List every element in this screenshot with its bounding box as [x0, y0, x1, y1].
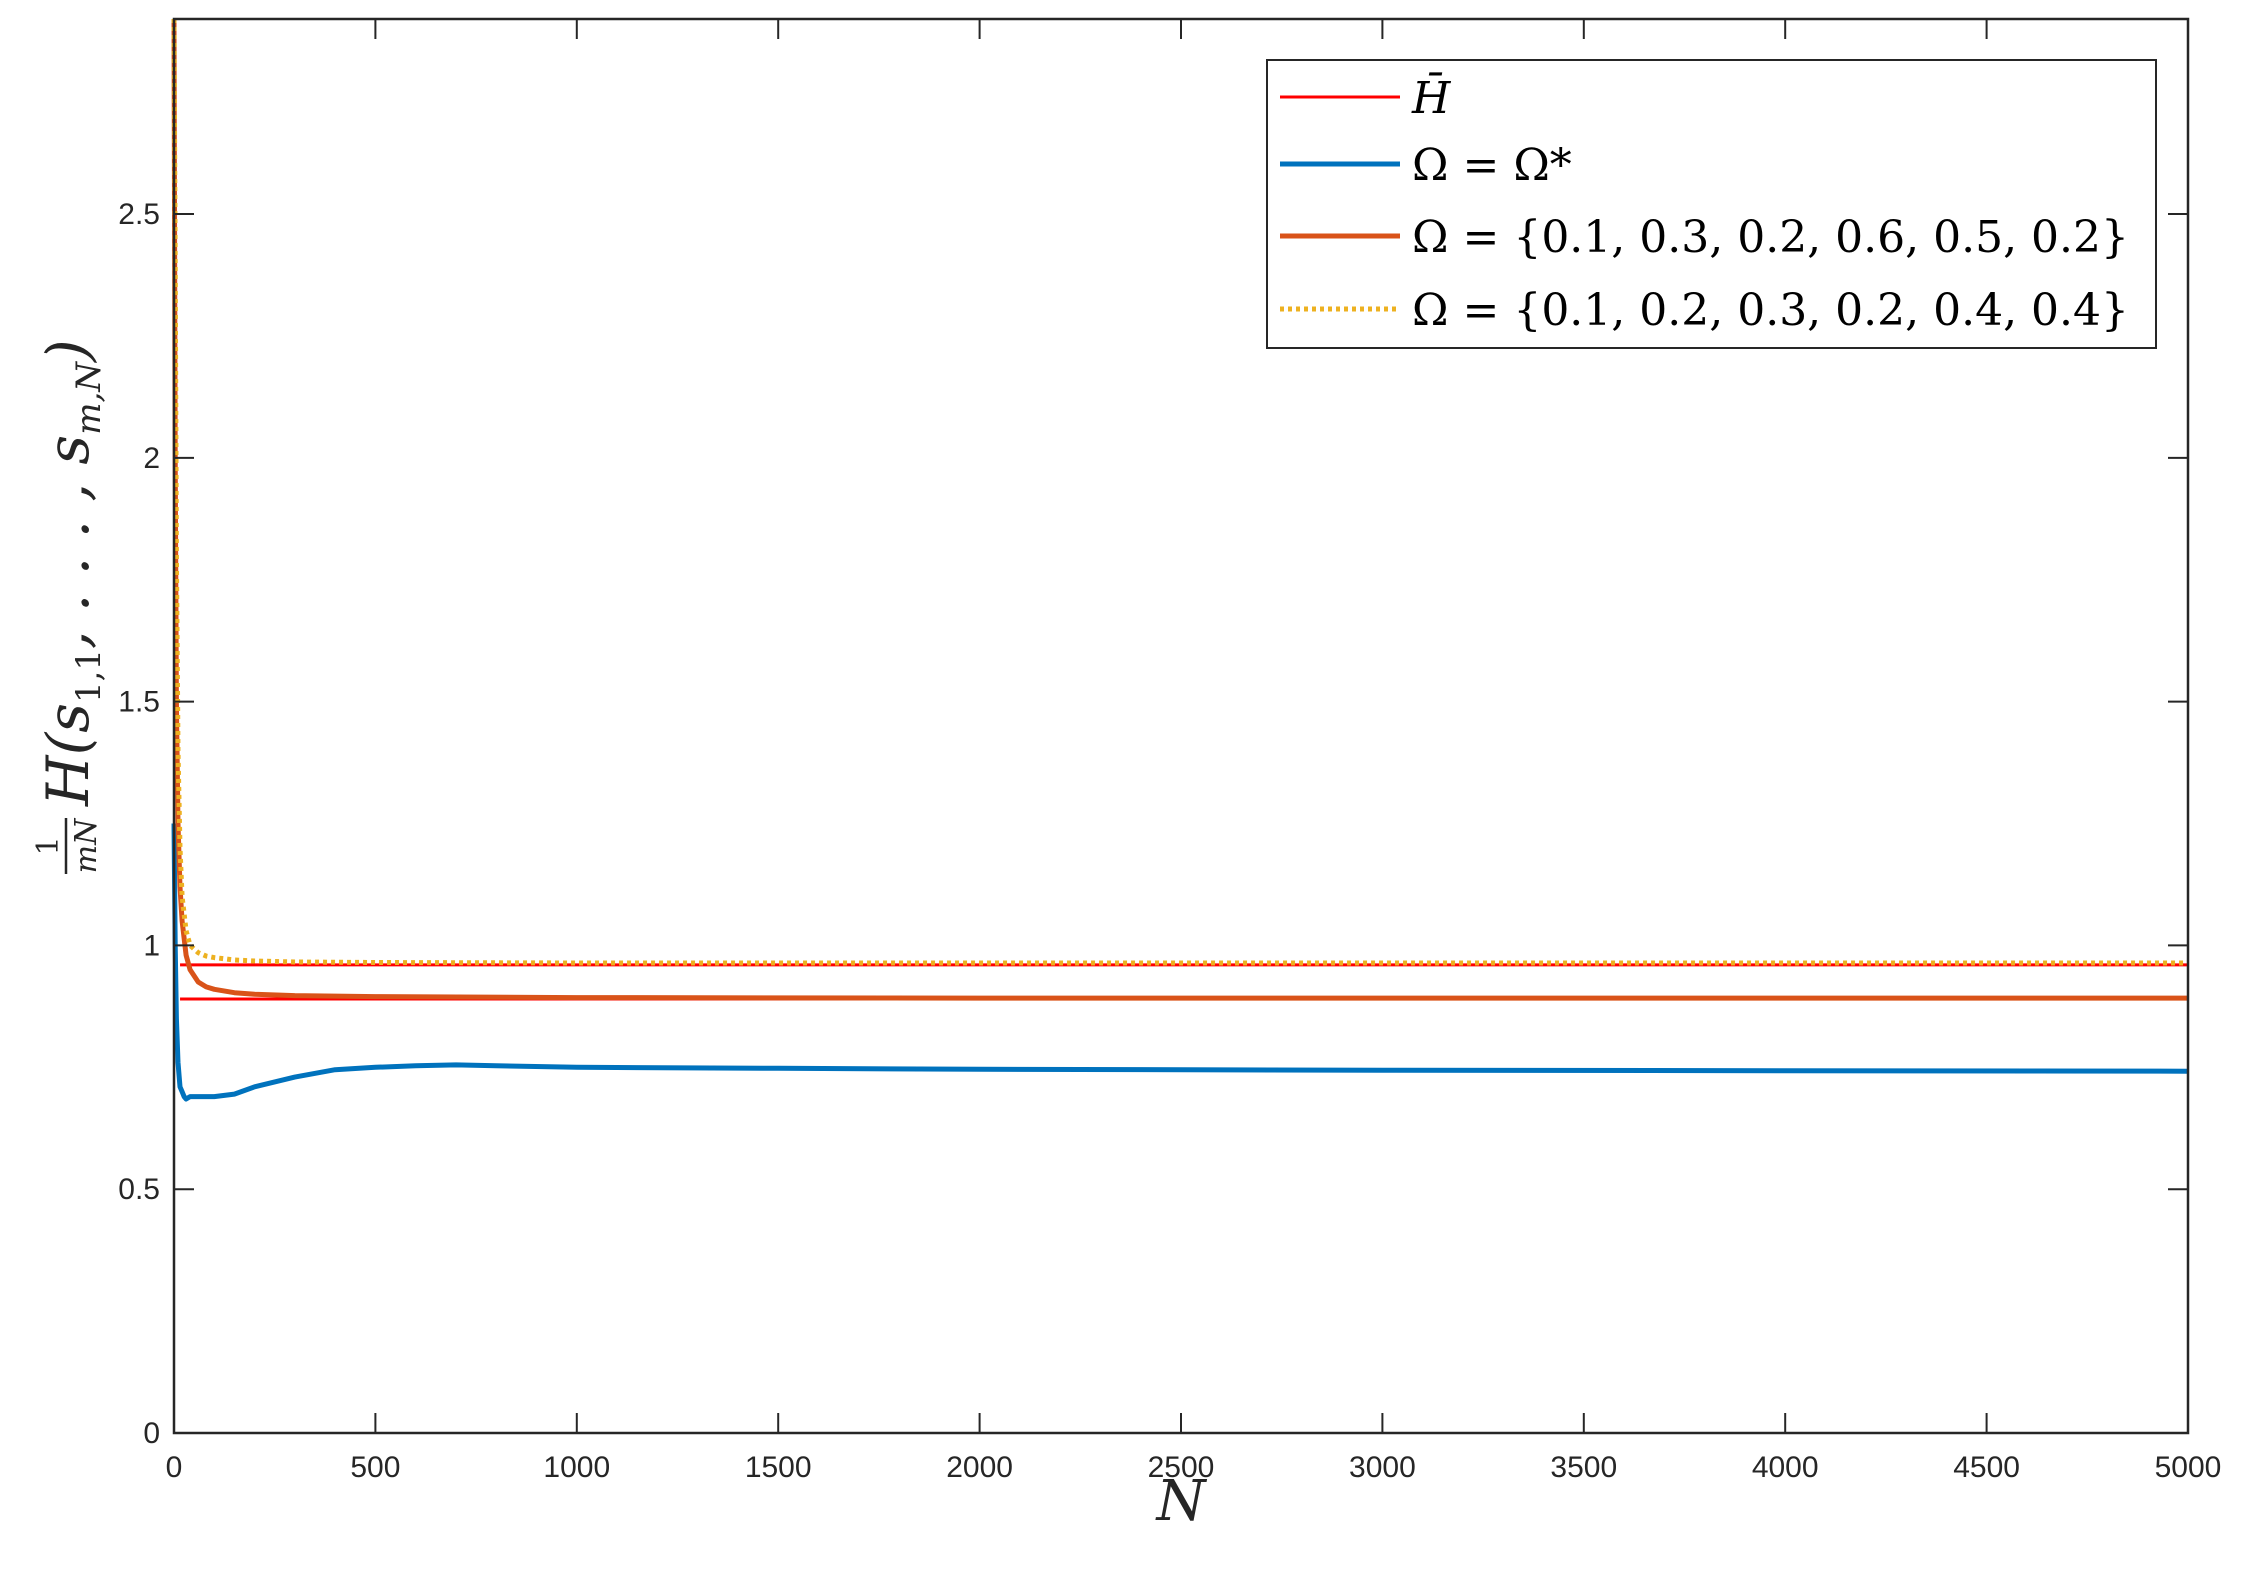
legend: H̄ Ω = Ω* Ω = {0.1, 0.3, 0.2, 0.6, 0.5, 0.…	[1266, 59, 2157, 349]
x-tick-label: 1500	[745, 1451, 812, 1484]
x-tick-label: 1000	[543, 1451, 610, 1484]
legend-label-2: Ω = {0.1, 0.3, 0.2, 0.6, 0.5, 0.2}	[1412, 212, 2129, 263]
series-line-2	[171, 18, 2188, 1001]
x-tick-label: 4000	[1752, 1451, 1819, 1484]
y-tick-label: 2.5	[118, 198, 160, 231]
series-line-1	[171, 823, 2189, 1102]
y-tick-label: 1	[143, 929, 160, 962]
svg-text:mN: mN	[69, 817, 104, 873]
x-tick-label: 4500	[1953, 1451, 2020, 1484]
x-tick-label: 3000	[1349, 1451, 1416, 1484]
y-axis-fraction: 1 mN	[31, 817, 104, 874]
x-tick-label: 500	[350, 1451, 400, 1484]
series-layer	[171, 18, 2189, 1102]
x-tick-label: 2500	[1148, 1451, 1215, 1484]
y-tick-label: 0	[143, 1417, 160, 1450]
x-axis-title: N	[1155, 1469, 1208, 1534]
x-tick-label: 0	[166, 1451, 183, 1484]
x-tick-label: 3500	[1550, 1451, 1617, 1484]
y-tick-label: 2	[143, 442, 160, 475]
legend-label-0: H̄	[1411, 71, 1452, 124]
svg-text:1: 1	[31, 836, 66, 855]
legend-items: H̄ Ω = Ω* Ω = {0.1, 0.3, 0.2, 0.6, 0.5, 0.…	[1280, 71, 2129, 336]
tick-layer: 0 500 1000 1500 2000 2500 3000 3500 4000 4500 5000…	[118, 19, 2221, 1484]
svg-text:H(s1,1, . . . , sm,N): H(s1,1, . . . , sm,N)	[34, 339, 109, 807]
series-line-3	[171, 18, 2188, 966]
y-axis-title: 1 mN H(s1,1, . . . , sm,N)	[31, 339, 109, 874]
x-tick-label: 5000	[2155, 1451, 2222, 1484]
legend-label-3: Ω = {0.1, 0.2, 0.3, 0.2, 0.4, 0.4}	[1412, 285, 2129, 336]
legend-label-1: Ω = Ω*	[1412, 140, 1572, 191]
y-tick-label: 1.5	[118, 686, 160, 719]
x-tick-label: 2000	[946, 1451, 1013, 1484]
legend-box	[1266, 59, 2157, 349]
y-tick-label: 0.5	[118, 1173, 160, 1206]
